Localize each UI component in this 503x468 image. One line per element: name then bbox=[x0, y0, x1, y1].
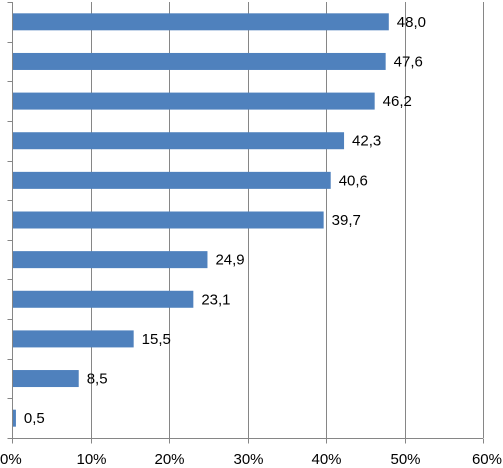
data-labels: 48,0 47,6 46,2 42,3 40,6 39,7 24,9 23,1 15,5 8,5 0… bbox=[24, 14, 426, 427]
bar-7 bbox=[12, 290, 194, 308]
bar-2 bbox=[12, 92, 375, 110]
axes bbox=[7, 2, 484, 444]
bar-1 bbox=[12, 52, 386, 70]
bar-5 bbox=[12, 211, 324, 229]
bar-3 bbox=[12, 132, 345, 150]
data-label-0: 48,0 bbox=[397, 14, 426, 31]
data-label-5: 39,7 bbox=[332, 212, 361, 229]
data-label-10: 0,5 bbox=[24, 410, 45, 427]
data-label-1: 47,6 bbox=[394, 53, 423, 70]
data-label-3: 42,3 bbox=[352, 133, 381, 150]
bar-8 bbox=[12, 330, 134, 348]
data-label-4: 40,6 bbox=[339, 172, 368, 189]
x-tick-labels: 0% 10% 20% 30% 40% 50% 60% bbox=[0, 451, 502, 468]
data-label-2: 46,2 bbox=[383, 93, 412, 110]
x-tick-label-3: 30% bbox=[233, 451, 263, 468]
x-tick-label-4: 40% bbox=[311, 451, 341, 468]
bar-9 bbox=[12, 370, 79, 388]
x-tick-label-0: 0% bbox=[0, 451, 22, 468]
bar-6 bbox=[12, 251, 208, 269]
x-tick-label-5: 50% bbox=[390, 451, 420, 468]
bar-4 bbox=[12, 171, 331, 189]
data-label-6: 24,9 bbox=[215, 252, 244, 269]
x-tick-label-1: 10% bbox=[76, 451, 106, 468]
x-tick-label-6: 60% bbox=[472, 451, 502, 468]
data-label-8: 15,5 bbox=[142, 331, 171, 348]
bar-0 bbox=[12, 13, 389, 31]
bars bbox=[12, 13, 389, 427]
data-label-9: 8,5 bbox=[87, 371, 108, 388]
bar-10 bbox=[12, 409, 16, 427]
x-tick-label-2: 20% bbox=[154, 451, 184, 468]
data-label-7: 23,1 bbox=[201, 291, 230, 308]
